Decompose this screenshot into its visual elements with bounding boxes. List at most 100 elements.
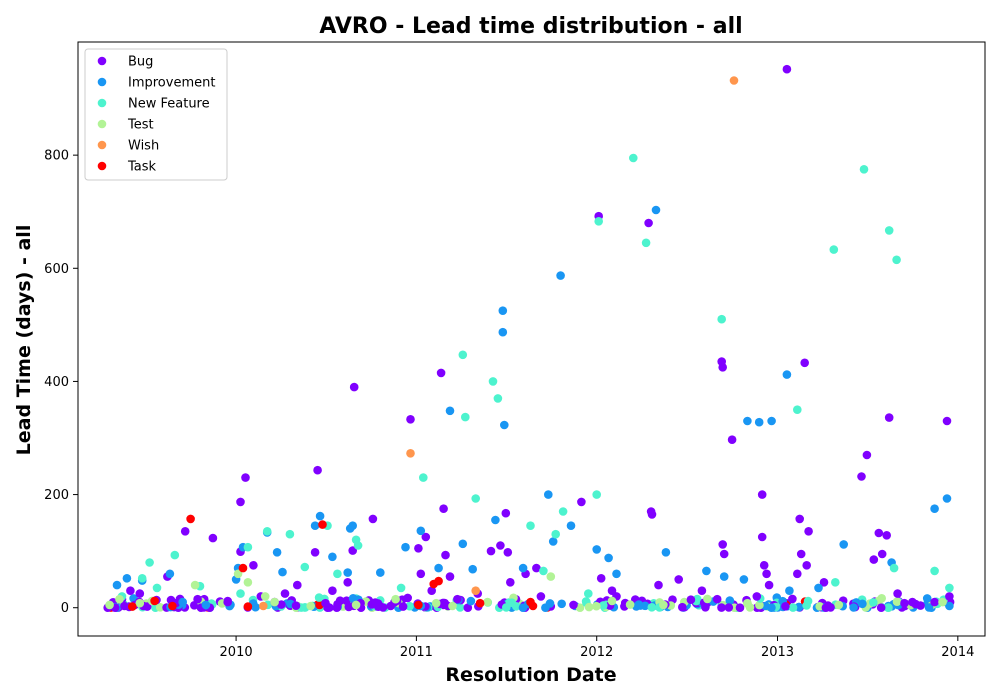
- point-bug-cluster: [724, 603, 734, 612]
- point-bug-cluster: [333, 600, 342, 609]
- point-bug-92: [908, 597, 917, 607]
- point-improvement-41: [739, 575, 749, 584]
- point-improvement-cluster: [251, 602, 260, 612]
- point-new-feature-24: [551, 529, 560, 539]
- x-axis-ticks: 2010 2011 2012 2013 2014: [220, 636, 974, 660]
- point-improvement-24: [468, 564, 478, 574]
- point-improvement-12: [310, 521, 320, 530]
- point-test-7: [260, 592, 270, 601]
- point-improvement-14: [328, 552, 337, 562]
- legend-label-improvement: Improvement: [128, 76, 215, 91]
- point-bug-3: [126, 586, 135, 595]
- point-bug-66: [718, 540, 727, 549]
- point-bug-25: [343, 578, 353, 587]
- point-test-9: [306, 601, 316, 611]
- point-bug-84: [862, 450, 872, 460]
- point-bug-90: [893, 589, 902, 598]
- point-new-feature-26: [584, 589, 593, 598]
- point-new-feature-35: [859, 165, 869, 174]
- point-bug-37: [436, 368, 446, 378]
- point-bug-63: [712, 594, 722, 604]
- point-bug-78: [800, 358, 809, 368]
- point-bug-27: [349, 382, 359, 392]
- point-bug-61: [674, 575, 683, 584]
- point-improvement-25: [491, 515, 500, 525]
- point-new-feature-36: [884, 226, 894, 235]
- point-improvement-18: [376, 568, 385, 577]
- point-bug-cluster: [717, 603, 726, 612]
- point-test-cluster: [575, 603, 585, 612]
- point-new-feature-32: [793, 405, 802, 415]
- point-task-6: [318, 520, 327, 529]
- point-bug-75: [782, 64, 792, 74]
- plot-frame: [77, 41, 986, 637]
- point-task-0: [128, 602, 137, 611]
- point-task-2: [168, 601, 177, 611]
- point-new-feature-9: [285, 529, 295, 539]
- point-bug-47: [506, 578, 515, 587]
- point-new-feature-18: [461, 412, 470, 422]
- point-bug-31: [398, 602, 408, 611]
- point-test-15: [546, 572, 556, 581]
- point-improvement-39: [702, 566, 711, 576]
- point-bug-80: [804, 527, 813, 536]
- point-improvement-23: [458, 539, 468, 549]
- point-bug-24: [328, 586, 337, 595]
- point-improvement-cluster: [767, 603, 776, 612]
- point-test-20: [938, 597, 947, 607]
- point-improvement-19: [401, 542, 410, 552]
- point-bug-44: [496, 541, 505, 550]
- point-bug-21: [310, 548, 320, 557]
- point-bug-57: [644, 218, 653, 228]
- point-bug-86: [874, 528, 884, 538]
- point-bug-65: [718, 363, 727, 372]
- point-test-0: [105, 600, 114, 610]
- x-tick-label: 2013: [761, 645, 794, 660]
- x-tick-label: 2014: [941, 645, 974, 660]
- point-improvement-51: [942, 494, 952, 503]
- point-bug-70: [757, 490, 767, 499]
- point-new-feature-cluster: [599, 601, 608, 610]
- point-improvement-27: [498, 327, 508, 337]
- point-test-cluster: [592, 601, 601, 611]
- point-new-feature-17: [458, 350, 468, 360]
- y-tick-label: 400: [44, 375, 69, 390]
- point-improvement-cluster: [922, 594, 932, 603]
- point-bug-82: [819, 578, 829, 587]
- point-bug-cluster: [876, 603, 886, 612]
- point-test-cluster: [755, 600, 764, 610]
- point-new-feature-cluster: [802, 601, 811, 610]
- point-bug-67: [719, 549, 729, 559]
- point-improvement-cluster: [924, 603, 934, 612]
- y-tick-label: 600: [44, 262, 69, 277]
- point-improvement-cluster: [557, 599, 566, 609]
- point-improvement-35: [604, 553, 613, 563]
- point-bug-74: [764, 580, 774, 590]
- point-bug-94: [942, 416, 952, 426]
- point-improvement-31: [548, 537, 558, 546]
- point-new-feature-cluster: [869, 598, 878, 607]
- point-bug-62: [697, 586, 707, 595]
- point-bug-cluster: [781, 602, 790, 611]
- point-bug-79: [802, 561, 811, 570]
- point-bug-cluster: [277, 600, 286, 609]
- point-bug-19: [280, 589, 290, 598]
- x-tick-label: 2011: [400, 645, 433, 660]
- legend-label-task: Task: [127, 160, 157, 175]
- legend: Bug Improvement New Feature Test Wish Task: [84, 48, 228, 181]
- point-bug-14: [236, 497, 245, 507]
- point-improvement-3: [165, 569, 175, 579]
- point-test-18: [743, 598, 752, 608]
- point-bug-34: [416, 569, 426, 579]
- point-new-feature-cluster: [455, 603, 465, 612]
- point-wish-3: [729, 76, 739, 85]
- legend-marker-wish: [97, 140, 107, 150]
- point-bug-93: [930, 597, 939, 607]
- point-bug-83: [857, 472, 866, 481]
- point-test-5: [233, 569, 243, 579]
- point-bug-22: [313, 465, 322, 475]
- point-test-17: [659, 600, 668, 610]
- point-improvement-48: [839, 540, 848, 549]
- point-wish-0: [259, 601, 268, 611]
